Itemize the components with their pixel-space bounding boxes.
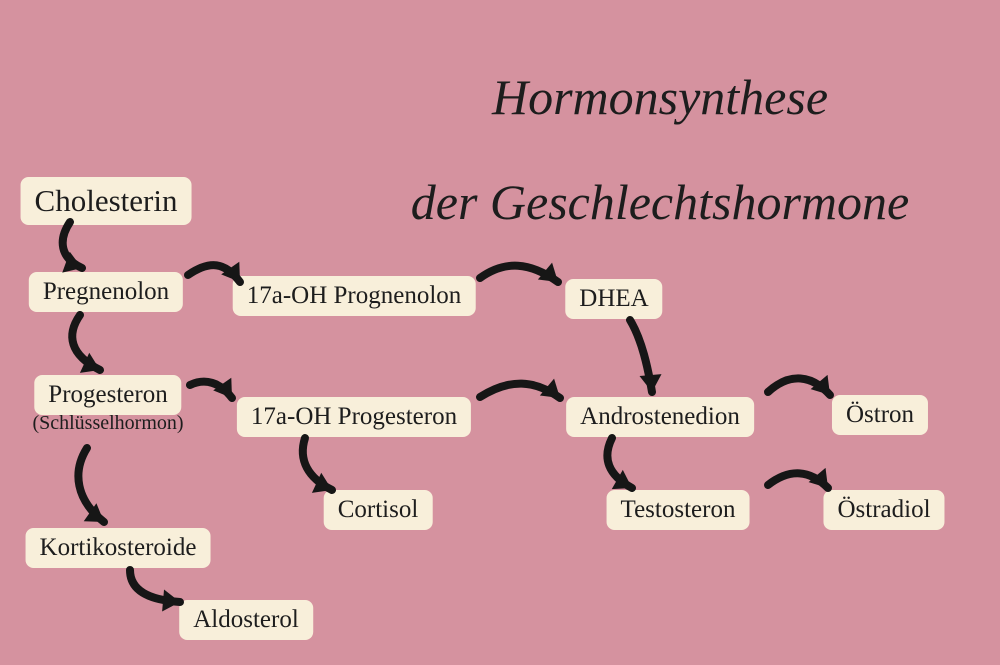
arrow-preg-to-prog (72, 315, 100, 370)
title-line-2: der Geschlechtshormone (411, 174, 910, 230)
arrow-preg-to-17apreg (188, 265, 240, 282)
arrow-andro-to-testo (607, 438, 632, 488)
node-dhea: DHEA (565, 279, 662, 319)
node-testosteron: Testosteron (607, 490, 750, 530)
arrow-prog-to-kortiko (78, 448, 104, 522)
title-line-1: Hormonsynthese (492, 69, 828, 125)
arrowhead-kortiko-to-aldo (162, 590, 181, 613)
arrow-chol-to-preg (63, 222, 82, 268)
node-androstenedion: Androstenedion (566, 397, 754, 437)
arrow-17aprog-to-andro (480, 384, 560, 398)
arrow-kortiko-to-aldo (130, 570, 180, 602)
node-17a-oh-pregnenolon: 17a-OH Prognenolon (233, 276, 476, 316)
node-aldosterol: Aldosterol (179, 600, 313, 640)
node-cholesterin: Cholesterin (21, 177, 192, 225)
diagram-canvas: Hormonsynthese der Geschlechtshormone Ch… (0, 0, 1000, 665)
node-cortisol: Cortisol (324, 490, 433, 530)
node-progesteron: Progesteron (34, 375, 181, 415)
arrowhead-17aprog-to-andro (540, 379, 567, 407)
arrowhead-prog-to-kortiko (84, 503, 111, 531)
arrow-testo-to-ostradiol (768, 473, 828, 488)
arrowhead-dhea-to-andro (640, 374, 663, 393)
progesteron-subnote: (Schlüsselhormon) (32, 412, 183, 435)
node-ostron: Östron (832, 395, 928, 435)
arrow-prog-to-17aprog (190, 382, 232, 398)
node-ostradiol: Östradiol (823, 490, 944, 530)
node-kortikosteroide: Kortikosteroide (26, 528, 211, 568)
arrow-andro-to-ostron (768, 378, 830, 395)
arrow-17aprog-to-cortisol (303, 438, 332, 490)
node-pregnenolon: Pregnenolon (29, 272, 183, 312)
diagram-title: Hormonsynthese der Geschlechtshormone (361, 18, 910, 281)
arrow-dhea-to-andro (630, 320, 652, 392)
node-17a-oh-progesteron: 17a-OH Progesteron (237, 397, 471, 437)
